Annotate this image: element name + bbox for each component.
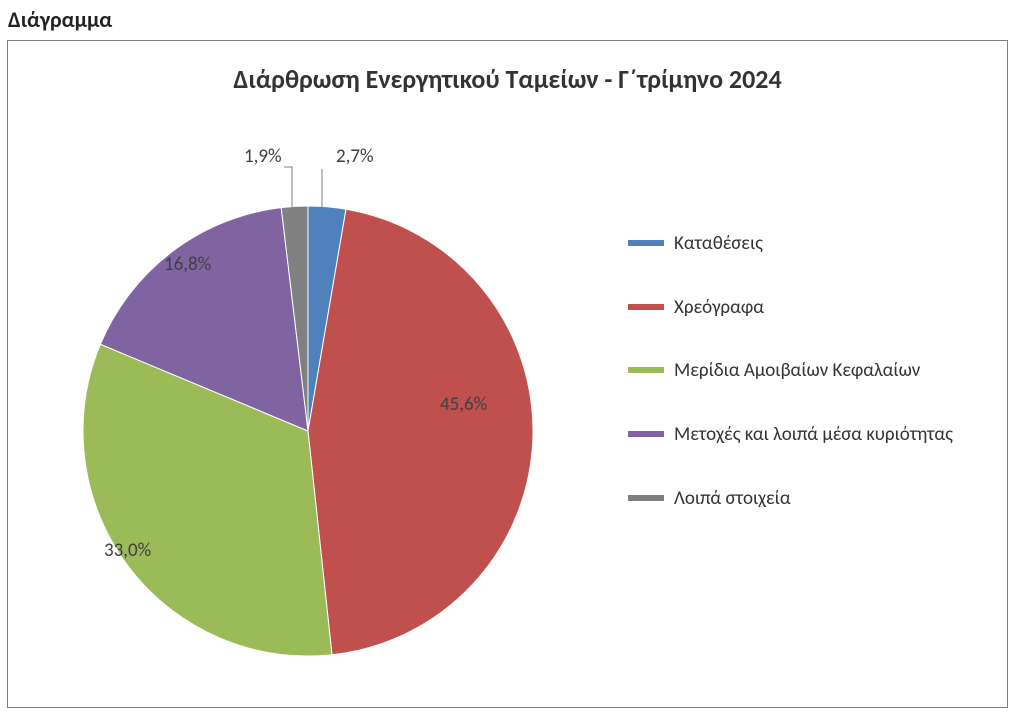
legend-swatch	[628, 304, 664, 310]
data-label: 33,0%	[104, 539, 151, 562]
legend-item: Μερίδια Αμοιβαίων Κεφαλαίων	[628, 358, 988, 384]
legend-swatch	[628, 367, 664, 373]
legend-item: Μετοχές και λοιπά μέσα κυριότητας	[628, 422, 988, 448]
legend-item: Χρεόγραφα	[628, 295, 988, 321]
legend-label: Χρεόγραφα	[674, 295, 764, 321]
chart-container: Διάρθρωση Ενεργητικού Ταμείων - Γ΄τρίμην…	[7, 40, 1008, 708]
legend-label: Καταθέσεις	[674, 231, 763, 257]
data-label: 1,9%	[244, 145, 282, 168]
data-label: 2,7%	[336, 145, 374, 168]
legend-label: Μερίδια Αμοιβαίων Κεφαλαίων	[674, 358, 920, 384]
legend-item: Καταθέσεις	[628, 231, 988, 257]
pie-slice	[308, 209, 533, 654]
legend-item: Λοιπά στοιχεία	[628, 486, 988, 512]
legend-swatch	[628, 240, 664, 246]
legend-label: Λοιπά στοιχεία	[674, 486, 791, 512]
legend-swatch	[628, 431, 664, 437]
data-label: 45,6%	[440, 393, 487, 416]
legend: Καταθέσεις Χρεόγραφα Μερίδια Αμοιβαίων Κεφ…	[628, 231, 988, 549]
legend-label: Μετοχές και λοιπά μέσα κυριότητας	[674, 422, 953, 448]
leader-line	[284, 167, 292, 207]
page-root: Διάγραμμα Διάρθρωση Ενεργητικού Ταμείων …	[0, 0, 1016, 716]
data-label: 16,8%	[164, 253, 211, 276]
legend-swatch	[628, 495, 664, 501]
page-heading: Διάγραμμα	[8, 6, 112, 33]
